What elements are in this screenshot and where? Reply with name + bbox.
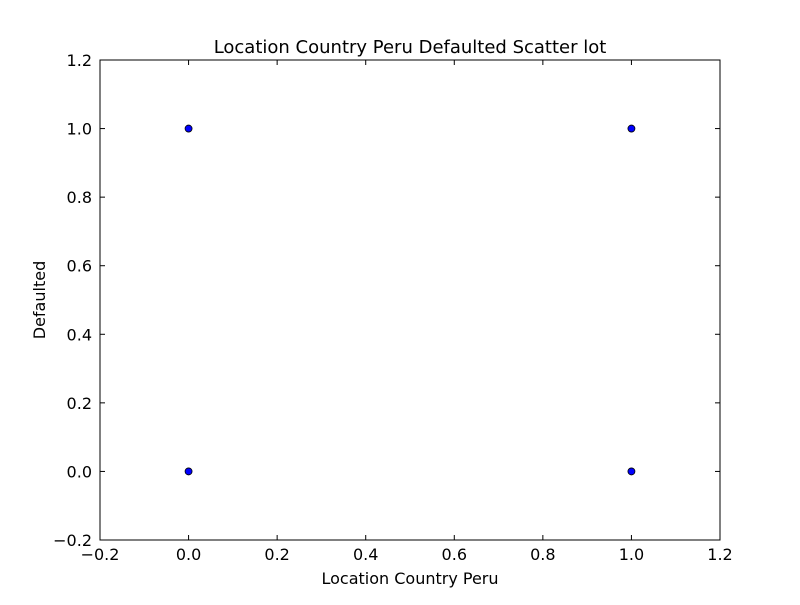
scatter-point: [627, 124, 636, 133]
y-tick-label: 0.4: [67, 325, 92, 344]
y-axis-label: Defaulted: [30, 261, 49, 339]
x-tick-label: 0.2: [264, 545, 289, 564]
y-tick-label: 0.0: [67, 462, 92, 481]
scatter-point: [184, 467, 193, 476]
y-tick-label: 1.2: [67, 51, 92, 70]
x-tick-label: 0.0: [176, 545, 201, 564]
x-tick-label: −0.2: [81, 545, 120, 564]
x-tick-label: 0.4: [353, 545, 378, 564]
tick-layer: −0.2 0.0 0.2 0.4 0.6 0.8 1.0 1.2 −0.2 0.0 0.2 0.4 0.…: [53, 51, 733, 564]
point-layer: [184, 124, 636, 476]
y-tick-label: 0.6: [67, 257, 92, 276]
plot-area-frame: [99, 59, 721, 541]
scatter-point: [627, 467, 636, 476]
x-tick-label: 1.0: [619, 545, 644, 564]
x-tick-label: 1.2: [707, 545, 732, 564]
y-tick-label: 0.2: [67, 394, 92, 413]
y-tick-label: −0.2: [53, 531, 92, 550]
x-tick-label: 0.6: [442, 545, 467, 564]
y-tick-label: 1.0: [67, 120, 92, 139]
x-tick-label: 0.8: [530, 545, 555, 564]
y-tick-label: 0.8: [67, 188, 92, 207]
chart-title: Location Country Peru Defaulted Scatter …: [214, 37, 607, 58]
scatter-point: [184, 124, 193, 133]
x-axis-label: Location Country Peru: [321, 569, 498, 588]
